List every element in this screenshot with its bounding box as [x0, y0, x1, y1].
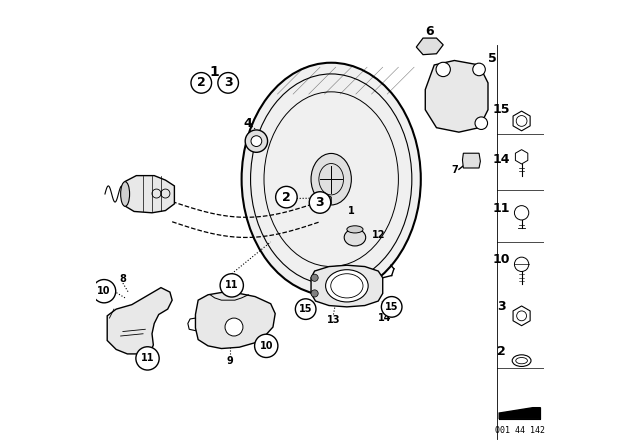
Ellipse shape: [121, 182, 130, 207]
Circle shape: [311, 290, 318, 297]
Ellipse shape: [311, 153, 351, 205]
Circle shape: [516, 311, 527, 321]
Text: 15: 15: [493, 103, 510, 116]
Text: 8: 8: [120, 274, 126, 284]
Circle shape: [475, 117, 488, 129]
Text: 11: 11: [225, 280, 239, 290]
Text: 11: 11: [141, 353, 154, 363]
Circle shape: [296, 299, 316, 319]
Text: 1: 1: [210, 65, 220, 79]
Ellipse shape: [242, 63, 421, 296]
Text: 3: 3: [316, 196, 324, 209]
Polygon shape: [311, 265, 383, 307]
Circle shape: [225, 318, 243, 336]
Circle shape: [136, 347, 159, 370]
Text: 5: 5: [488, 52, 497, 65]
Text: 2: 2: [497, 345, 506, 358]
Polygon shape: [108, 288, 172, 354]
Text: 9: 9: [226, 356, 233, 366]
Text: 1: 1: [348, 206, 355, 215]
Text: 15: 15: [299, 304, 312, 314]
Circle shape: [220, 274, 243, 297]
Polygon shape: [320, 193, 332, 208]
Polygon shape: [417, 38, 443, 55]
Polygon shape: [195, 292, 275, 349]
Circle shape: [311, 274, 318, 281]
Circle shape: [381, 297, 402, 317]
Circle shape: [218, 73, 239, 93]
Ellipse shape: [326, 270, 368, 302]
Text: 13: 13: [326, 315, 340, 325]
Text: 10: 10: [493, 253, 510, 267]
Circle shape: [191, 73, 212, 93]
Text: 4: 4: [243, 116, 252, 130]
Text: 12: 12: [372, 230, 385, 240]
Text: 2: 2: [197, 76, 205, 90]
Text: 14: 14: [493, 152, 510, 166]
Ellipse shape: [347, 226, 363, 233]
Polygon shape: [499, 408, 540, 419]
Text: 7: 7: [451, 165, 458, 175]
Text: 2: 2: [282, 190, 291, 204]
Text: 6: 6: [426, 25, 434, 38]
Polygon shape: [125, 176, 174, 213]
Text: 11: 11: [493, 202, 510, 215]
Text: 14: 14: [378, 313, 392, 323]
Text: 10: 10: [97, 286, 111, 296]
Circle shape: [516, 116, 527, 126]
Circle shape: [473, 63, 485, 76]
Circle shape: [251, 136, 262, 146]
Text: 15: 15: [385, 302, 399, 312]
Circle shape: [255, 334, 278, 358]
Circle shape: [92, 280, 116, 303]
Text: 10: 10: [259, 341, 273, 351]
Text: 001 44 142: 001 44 142: [495, 426, 545, 435]
Circle shape: [436, 62, 451, 77]
Circle shape: [276, 186, 297, 208]
Circle shape: [245, 130, 268, 152]
Polygon shape: [425, 60, 488, 132]
Text: 3: 3: [224, 76, 232, 90]
Text: 3: 3: [497, 300, 506, 314]
Circle shape: [309, 192, 331, 213]
Polygon shape: [463, 153, 481, 168]
Ellipse shape: [344, 229, 365, 246]
